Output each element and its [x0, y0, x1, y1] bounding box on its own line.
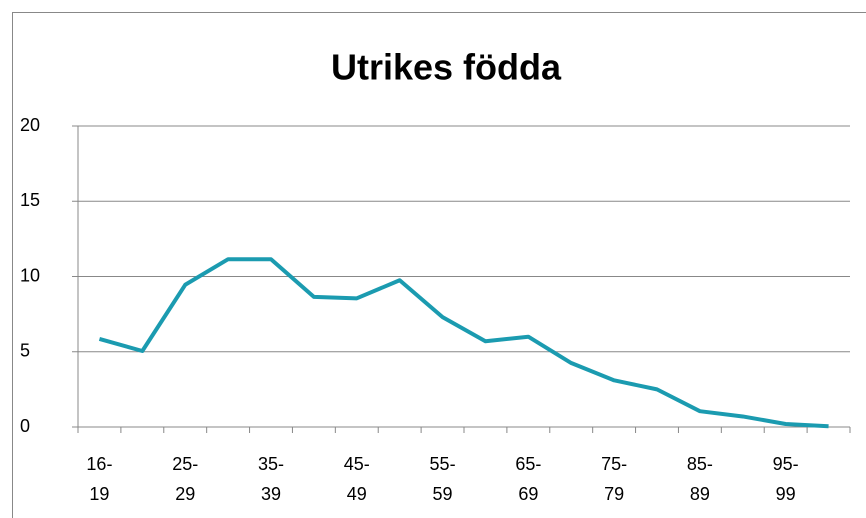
x-tick-label-line: 19 — [89, 484, 109, 504]
y-tick-label: 0 — [20, 416, 30, 436]
x-tick-label-line: 35- — [258, 454, 284, 474]
y-tick-label: 20 — [20, 115, 40, 135]
data-line — [98, 257, 829, 429]
x-tick-label-line: 25- — [172, 454, 198, 474]
x-tick-label: 55- 59 — [430, 454, 456, 504]
x-tick-label: 45- 49 — [344, 454, 370, 504]
x-tick-label: 35- 39 — [258, 454, 284, 504]
x-tick-label-line: 95- — [773, 454, 799, 474]
y-tick-label: 15 — [20, 190, 40, 210]
x-tick-label: 25- 29 — [172, 454, 198, 504]
x-tick-label-line: 45- — [344, 454, 370, 474]
x-tick-label-line: 79 — [604, 484, 624, 504]
x-tick-label: 16- 19 — [86, 454, 112, 504]
y-tick-label: 10 — [20, 265, 40, 285]
x-tick-label: 85- 89 — [687, 454, 713, 504]
x-tick-label-line: 75- — [601, 454, 627, 474]
x-tick-label-line: 89 — [690, 484, 710, 504]
y-tick-label: 5 — [20, 341, 30, 361]
x-tick-label-line: 39 — [261, 484, 281, 504]
x-tick-label-line: 99 — [776, 484, 796, 504]
chart-title: Utrikes födda — [331, 47, 562, 88]
x-tick-label-line: 59 — [433, 484, 453, 504]
x-tick-label: 65- 69 — [515, 454, 541, 504]
x-tick-label-line: 65- — [515, 454, 541, 474]
x-tick-label-line: 29 — [175, 484, 195, 504]
x-tick-label: 95- 99 — [773, 454, 799, 504]
x-tick-label-line: 55- — [430, 454, 456, 474]
x-tick-label-line: 69 — [518, 484, 538, 504]
x-tick-label-line: 49 — [347, 484, 367, 504]
x-tick-label: 75- 79 — [601, 454, 627, 504]
x-tick-label-line: 16- — [86, 454, 112, 474]
x-tick-label-line: 85- — [687, 454, 713, 474]
chart-frame — [12, 12, 866, 518]
